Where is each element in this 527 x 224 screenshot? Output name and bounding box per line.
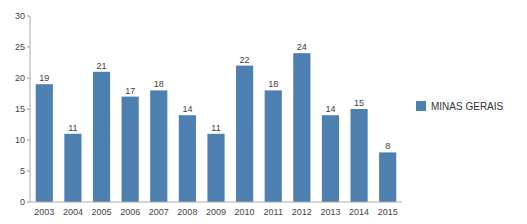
bar [293,53,310,202]
data-label: 11 [211,123,220,133]
data-label: 15 [354,98,364,108]
x-tick-label: 2011 [264,207,283,217]
x-tick-label: 2005 [92,207,112,217]
legend-label: MINAS GERAIS [431,101,504,112]
bar [122,97,139,202]
x-tick-label: 2013 [320,207,340,217]
y-tick-label: 20 [15,73,25,83]
x-tick-label: 2014 [349,207,369,217]
x-tick-label: 2004 [63,207,83,217]
x-tick-label: 2006 [120,207,140,217]
legend: MINAS GERAIS [416,101,504,112]
chart: 0 5 10 15 20 25 30 19 11 21 17 18 14 11 22 18 24 14 15 8 200… [0,0,527,224]
bar [350,109,367,202]
bar [93,72,110,202]
x-axis: 2003 2004 2005 2006 2007 2008 2009 2010 2011 2012… [34,207,397,217]
y-tick-label: 10 [15,135,25,145]
data-label: 24 [297,42,307,52]
data-label: 14 [182,104,192,114]
bar [379,152,396,202]
bar [207,134,224,202]
bar [179,115,196,202]
bar [36,84,53,202]
data-label: 18 [268,79,278,89]
y-tick-label: 5 [20,166,25,176]
chart-container: 0 5 10 15 20 25 30 19 11 21 17 18 14 11 22 18 24 14 15 8 200… [0,0,527,224]
x-tick-label: 2015 [378,207,398,217]
y-axis-line [30,16,31,202]
data-label: 19 [39,73,49,83]
x-axis-line [30,202,402,203]
y-axis: 0 5 10 15 20 25 30 [15,11,30,207]
bars [36,53,397,202]
y-tick-label: 0 [20,197,25,207]
x-tick-label: 2009 [206,207,226,217]
y-tick-label: 30 [15,11,25,21]
data-label: 8 [385,141,390,151]
bar [150,90,167,202]
data-label: 11 [68,123,77,133]
data-label: 14 [325,104,335,114]
data-label: 17 [125,86,135,96]
x-tick-label: 2010 [235,207,255,217]
x-tick-label: 2003 [34,207,54,217]
data-label: 22 [240,55,250,65]
x-tick-label: 2007 [149,207,169,217]
bar [265,90,282,202]
bar [236,66,253,202]
bar [64,134,81,202]
data-label: 21 [97,61,107,71]
axis-lines [30,16,402,202]
bar [322,115,339,202]
data-labels: 19 11 21 17 18 14 11 22 18 24 14 15 8 [39,42,390,151]
legend-swatch [416,101,426,111]
x-tick-label: 2008 [177,207,197,217]
data-label: 18 [154,79,164,89]
y-tick-label: 15 [15,104,25,114]
x-tick-label: 2012 [292,207,312,217]
y-tick-label: 25 [15,42,25,52]
